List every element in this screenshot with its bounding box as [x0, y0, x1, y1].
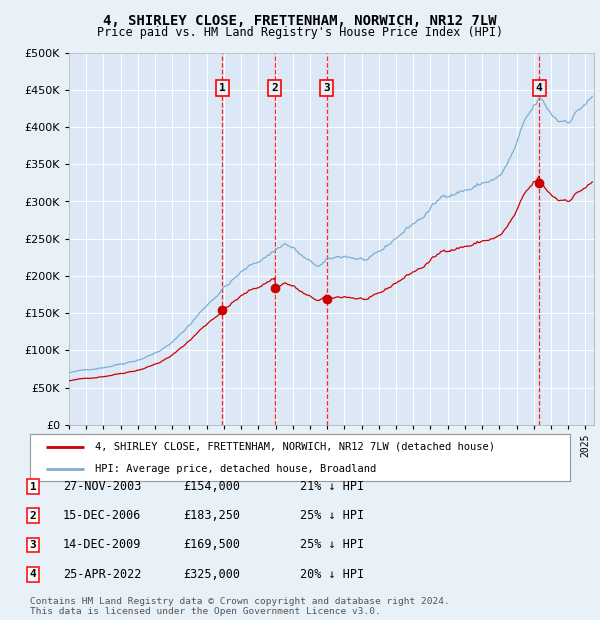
Text: £325,000: £325,000: [183, 568, 240, 580]
Text: HPI: Average price, detached house, Broadland: HPI: Average price, detached house, Broa…: [95, 464, 376, 474]
Text: 2: 2: [29, 511, 37, 521]
Text: 25% ↓ HPI: 25% ↓ HPI: [300, 510, 364, 522]
Text: £154,000: £154,000: [183, 480, 240, 493]
Text: 20% ↓ HPI: 20% ↓ HPI: [300, 568, 364, 580]
Text: 25-APR-2022: 25-APR-2022: [63, 568, 142, 580]
Text: 3: 3: [323, 82, 330, 92]
Text: 1: 1: [219, 82, 226, 92]
Text: 4: 4: [29, 569, 37, 579]
Text: 1: 1: [29, 482, 37, 492]
Text: 25% ↓ HPI: 25% ↓ HPI: [300, 539, 364, 551]
Text: 14-DEC-2009: 14-DEC-2009: [63, 539, 142, 551]
Text: 4, SHIRLEY CLOSE, FRETTENHAM, NORWICH, NR12 7LW (detached house): 4, SHIRLEY CLOSE, FRETTENHAM, NORWICH, N…: [95, 441, 495, 451]
Text: £169,500: £169,500: [183, 539, 240, 551]
Text: This data is licensed under the Open Government Licence v3.0.: This data is licensed under the Open Gov…: [30, 606, 381, 616]
Text: 2: 2: [271, 82, 278, 92]
Text: Price paid vs. HM Land Registry's House Price Index (HPI): Price paid vs. HM Land Registry's House …: [97, 26, 503, 39]
Text: 27-NOV-2003: 27-NOV-2003: [63, 480, 142, 493]
Text: 15-DEC-2006: 15-DEC-2006: [63, 510, 142, 522]
Text: Contains HM Land Registry data © Crown copyright and database right 2024.: Contains HM Land Registry data © Crown c…: [30, 597, 450, 606]
Text: £183,250: £183,250: [183, 510, 240, 522]
Text: 21% ↓ HPI: 21% ↓ HPI: [300, 480, 364, 493]
Text: 3: 3: [29, 540, 37, 550]
Text: 4: 4: [536, 82, 542, 92]
Text: 4, SHIRLEY CLOSE, FRETTENHAM, NORWICH, NR12 7LW: 4, SHIRLEY CLOSE, FRETTENHAM, NORWICH, N…: [103, 14, 497, 28]
